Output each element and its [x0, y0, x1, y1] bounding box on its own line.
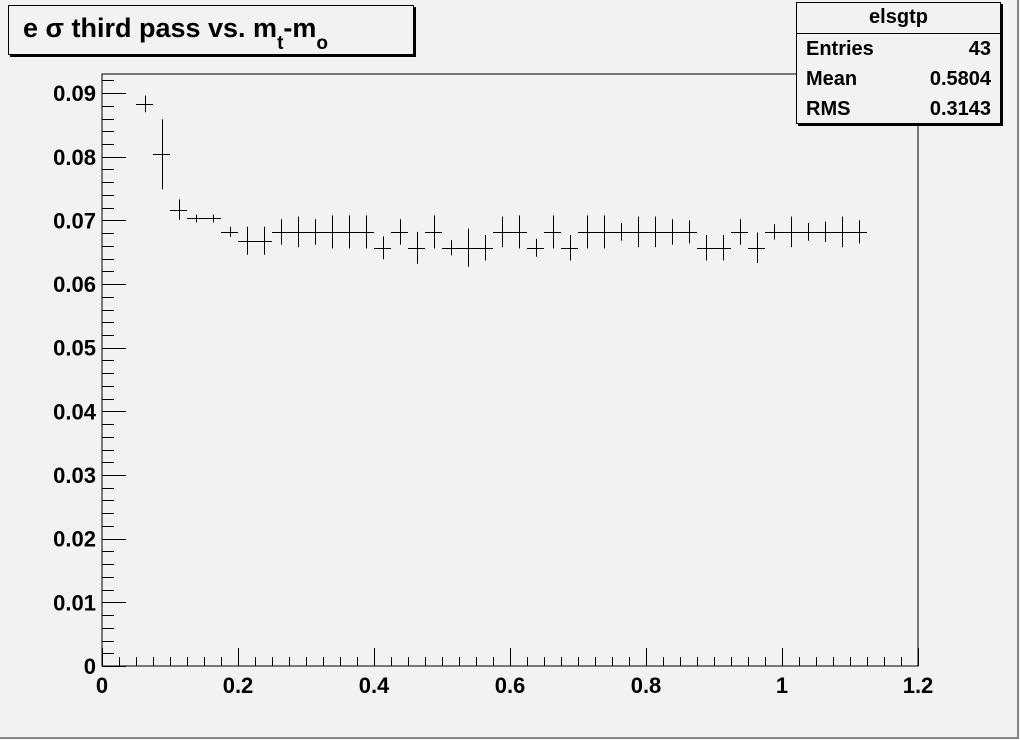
stats-label: Entries	[806, 38, 874, 60]
data-point	[850, 220, 867, 244]
data-point	[425, 215, 442, 249]
title-subscript-o: o	[316, 33, 328, 54]
data-point	[629, 216, 646, 248]
data-point	[544, 215, 561, 249]
y-tick-label: 0.05	[53, 336, 96, 361]
data-point	[459, 228, 476, 267]
data-point	[765, 224, 782, 240]
data-point	[561, 235, 578, 261]
data-point	[442, 240, 459, 256]
data-point	[476, 235, 493, 261]
data-point	[731, 219, 748, 245]
y-tick-label: 0.04	[53, 399, 97, 424]
data-point	[204, 214, 221, 223]
data-point	[255, 226, 272, 255]
data-point	[323, 215, 340, 249]
y-tick-label: 0.06	[53, 272, 96, 297]
data-point	[153, 119, 170, 190]
data-point	[833, 216, 850, 248]
stats-value: 0.5804	[929, 68, 991, 90]
y-tick-label: 0.09	[53, 81, 96, 106]
x-tick-label: 1	[776, 673, 788, 698]
stats-value: 43	[968, 38, 991, 60]
data-point	[697, 235, 714, 261]
data-point	[510, 215, 527, 249]
stats-label: RMS	[806, 98, 851, 120]
x-tick-label: 1.2	[903, 673, 934, 698]
x-tick-label: 0.4	[359, 673, 390, 698]
data-point	[680, 220, 697, 244]
x-tick-label: 0.8	[631, 673, 662, 698]
data-point	[374, 236, 391, 260]
title-text-mid: -m	[283, 13, 317, 43]
stats-row-rms: RMS 0.3143	[797, 94, 1000, 124]
data-point	[306, 219, 323, 245]
data-point	[782, 216, 799, 248]
data-point	[714, 235, 731, 261]
x-tick-label: 0	[96, 673, 108, 698]
stats-label: Mean	[806, 68, 858, 90]
data-point	[187, 214, 204, 223]
stats-box: elsgtp Entries 43 Mean 0.5804 RMS 0.3143	[796, 2, 1001, 124]
y-tick-label: 0.03	[53, 463, 96, 488]
title-subscript-t: t	[277, 33, 284, 54]
data-point	[136, 95, 153, 113]
y-tick-label: 0	[84, 654, 96, 679]
data-point	[493, 216, 510, 248]
data-point	[170, 199, 187, 220]
data-point	[357, 215, 374, 249]
data-point	[272, 219, 289, 245]
title-text: e σ third pass vs. m	[23, 13, 278, 43]
data-point	[238, 226, 255, 255]
data-point	[595, 215, 612, 249]
data-point	[646, 216, 663, 248]
stats-name: elsgtp	[797, 3, 1000, 34]
data-point	[578, 215, 595, 249]
data-point	[663, 219, 680, 245]
data-point	[748, 232, 765, 264]
stats-row-mean: Mean 0.5804	[797, 64, 1000, 94]
chart-title: e σ third pass vs. mt-mo	[8, 5, 414, 55]
stats-value: 0.3143	[929, 98, 991, 120]
plot-area	[101, 73, 919, 667]
y-tick-label: 0.02	[53, 527, 96, 552]
data-point	[799, 222, 816, 241]
data-point	[340, 215, 357, 249]
stats-row-entries: Entries 43	[797, 34, 1000, 64]
x-tick-label: 0.2	[223, 673, 254, 698]
data-point	[391, 219, 408, 245]
data-point	[527, 238, 544, 257]
data-point	[221, 226, 238, 237]
y-tick-label: 0.07	[53, 208, 96, 233]
y-tick-label: 0.01	[53, 590, 96, 615]
data-point	[289, 216, 306, 248]
data-point	[408, 231, 425, 264]
data-point	[816, 221, 833, 243]
data-point	[612, 222, 629, 241]
x-tick-label: 0.6	[495, 673, 526, 698]
y-tick-label: 0.08	[53, 145, 96, 170]
